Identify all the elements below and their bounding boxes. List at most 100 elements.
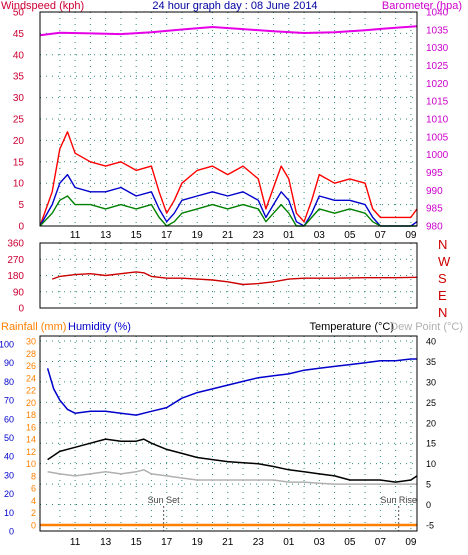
rainfall-tick-label: 26 <box>26 361 36 371</box>
time-tick-label: 11 <box>70 537 81 548</box>
temp-panel-frame <box>39 335 418 532</box>
direction-tick-label: 0 <box>18 304 24 315</box>
temperature-tick-label: 0 <box>426 500 431 510</box>
direction-tick-label: 90 <box>13 287 25 298</box>
temp-panel-series <box>40 358 418 527</box>
time-tick-label: 23 <box>253 537 265 548</box>
temperature-tick-label: 15 <box>426 439 436 449</box>
sun-annotation-label: Sun Set <box>148 495 181 505</box>
rainfall-tick-label: 28 <box>26 349 36 359</box>
series-gust <box>39 131 418 227</box>
time-tick-label: 23 <box>253 230 265 241</box>
time-tick-label: 01 <box>283 537 295 548</box>
time-tick-label: 05 <box>344 537 356 548</box>
rainfall-tick-label: 18 <box>26 410 36 420</box>
time-tick-label: 19 <box>192 230 204 241</box>
time-tick-label: 01 <box>283 230 295 241</box>
humidity-tick-label: 60 <box>4 414 14 424</box>
wind-panel-ticks: 0510152025303540455098098599099510001005… <box>13 8 449 242</box>
temperature-tick-label: 5 <box>426 480 431 490</box>
barometer-tick-label: 1030 <box>426 43 449 54</box>
barometer-tick-label: 990 <box>426 186 443 197</box>
rainfall-tick-label: 10 <box>26 459 36 469</box>
time-tick-label: 21 <box>222 537 234 548</box>
temperature-tick-label: -5 <box>426 521 434 531</box>
series-humidity <box>46 358 417 416</box>
rainfall-tick-label: 6 <box>31 484 36 494</box>
compass-label: W <box>438 254 451 269</box>
direction-tick-label: 270 <box>7 255 24 266</box>
barometer-tick-label: 1020 <box>426 79 449 90</box>
humidity-tick-label: 40 <box>4 452 14 462</box>
humidity-tick-label: 50 <box>4 433 14 443</box>
time-tick-label: 03 <box>314 230 326 241</box>
barometer-tick-label: 1005 <box>426 132 449 143</box>
temperature-tick-label: 20 <box>426 418 436 428</box>
windspeed-tick-label: 35 <box>13 72 25 83</box>
rainfall-tick-label: 16 <box>26 422 36 432</box>
chart-title: 24 hour graph day : 08 June 2014 <box>152 0 317 12</box>
time-tick-label: 09 <box>405 537 417 548</box>
barometer-tick-label: 1000 <box>426 150 449 161</box>
humidity-tick-label: 80 <box>4 377 14 387</box>
time-tick-label: 07 <box>375 230 387 241</box>
humidity-tick-label: 100 <box>0 340 14 350</box>
barometer-tick-label: 1010 <box>426 115 449 126</box>
time-tick-label: 11 <box>70 230 81 241</box>
windspeed-tick-label: 15 <box>13 157 25 168</box>
barometer-tick-label: 1040 <box>426 8 449 19</box>
windspeed-tick-label: 25 <box>13 115 25 126</box>
time-tick-label: 07 <box>375 537 387 548</box>
time-tick-label: 21 <box>222 230 234 241</box>
rainfall-tick-label: 30 <box>26 337 36 347</box>
rainfall-tick-label: 2 <box>31 508 36 518</box>
windspeed-tick-label: 0 <box>18 222 24 233</box>
series-wind <box>39 195 417 227</box>
barometer-tick-label: 1035 <box>426 25 449 36</box>
time-tick-label: 15 <box>131 230 143 241</box>
barometer-tick-label: 995 <box>426 168 443 179</box>
series-average <box>39 173 418 227</box>
humidity-tick-label: 10 <box>4 508 14 518</box>
humidity-axis-label: Humidity (%) <box>68 321 131 333</box>
time-tick-label: 17 <box>161 537 173 548</box>
rainfall-tick-label: 20 <box>26 398 36 408</box>
windspeed-tick-label: 20 <box>13 136 25 147</box>
series-barometer <box>39 25 418 37</box>
wind-panel-grid <box>40 11 417 227</box>
temperature-tick-label: 30 <box>426 377 436 387</box>
sun-annotation-label: Sun Rise <box>380 495 417 505</box>
series-wind-direction <box>51 271 418 286</box>
barometer-tick-label: 985 <box>426 204 443 215</box>
compass-label: S <box>438 271 447 286</box>
time-tick-label: 05 <box>344 230 356 241</box>
humidity-tick-label: 70 <box>4 396 14 406</box>
dewpoint-axis-label: Dew Point (°C) <box>390 321 463 333</box>
direction-tick-label: 360 <box>7 239 24 250</box>
rainfall-tick-label: 8 <box>31 471 36 481</box>
rainfall-axis-label: Rainfall (mm) <box>1 321 66 333</box>
windspeed-tick-label: 50 <box>13 8 25 19</box>
temperature-tick-label: 10 <box>426 459 436 469</box>
rainfall-tick-label: 14 <box>26 435 36 445</box>
barometer-tick-label: 980 <box>426 222 443 233</box>
direction-panel-frame <box>39 242 418 309</box>
time-tick-label: 17 <box>161 230 173 241</box>
rainfall-tick-label: 22 <box>26 386 36 396</box>
compass-label: E <box>438 288 447 303</box>
series-temperature <box>47 438 418 483</box>
humidity-tick-label: 20 <box>4 489 14 499</box>
compass-label: N <box>438 305 447 320</box>
time-tick-label: 19 <box>192 537 204 548</box>
rainfall-tick-label: 12 <box>26 447 36 457</box>
direction-panel-series <box>51 271 418 286</box>
temperature-axis-label: Temperature (°C) <box>310 321 394 333</box>
humidity-tick-label: 90 <box>4 358 14 368</box>
barometer-tick-label: 1015 <box>426 97 449 108</box>
compass-label: N <box>438 237 447 252</box>
direction-panel-grid <box>40 242 417 309</box>
wind-panel-frame <box>39 11 418 227</box>
windspeed-tick-label: 40 <box>13 50 25 61</box>
